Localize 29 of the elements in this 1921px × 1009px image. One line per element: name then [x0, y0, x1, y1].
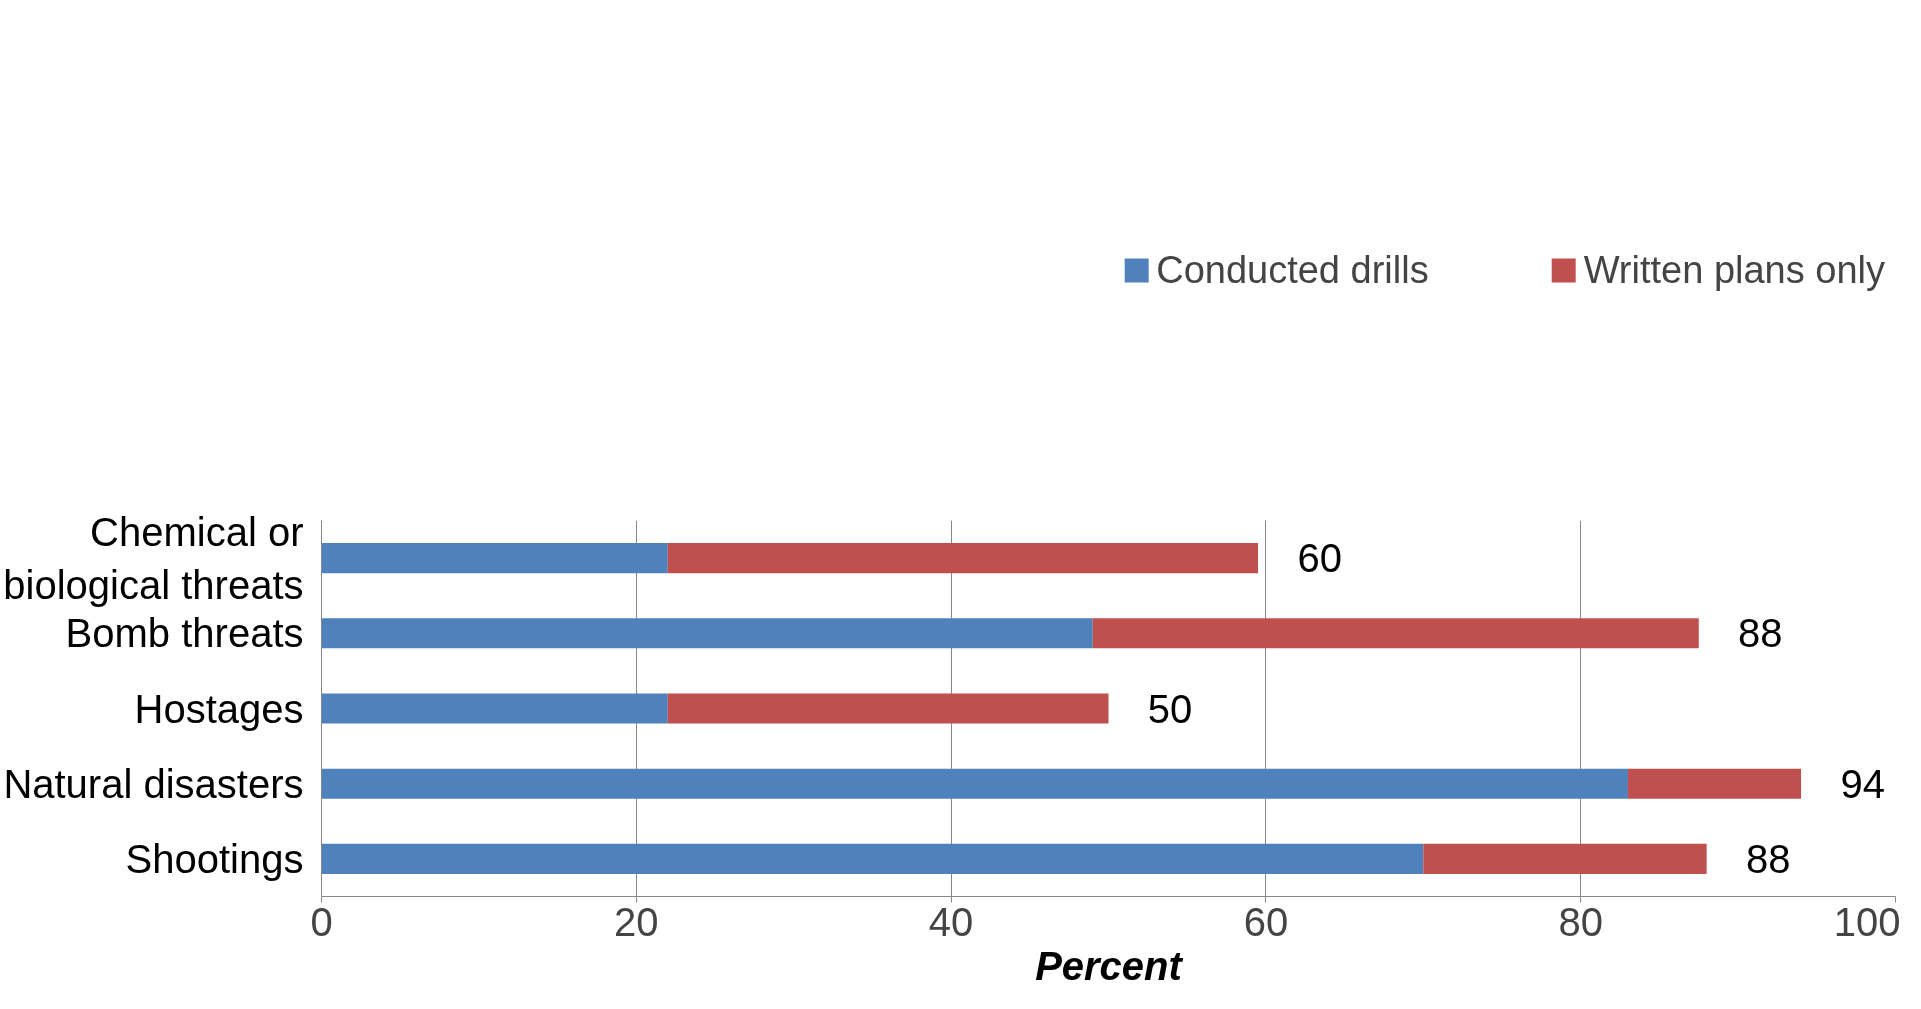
bar [321, 618, 1093, 649]
bar [321, 543, 668, 574]
x-tick-label: 0 [310, 899, 333, 944]
bar [321, 843, 1424, 874]
legend-label: Conducted drills [1156, 248, 1429, 292]
bar [1092, 618, 1699, 649]
x-tick-label: 60 [1243, 899, 1289, 944]
y-tick-label: Chemical or biological threats [3, 509, 304, 607]
y-tick-label: Natural disasters [3, 761, 304, 806]
bar [321, 768, 1628, 799]
total-label: 88 [1738, 611, 1783, 656]
legend-label: Written plans only [1583, 248, 1885, 292]
y-tick-label: Shootings [125, 836, 304, 881]
x-tick-label: 40 [928, 899, 974, 944]
x-tick-label: 100 [1833, 899, 1901, 944]
bar [321, 693, 668, 724]
y-tick-label: Hostages [134, 686, 304, 731]
total-label: 88 [1745, 836, 1791, 881]
bar [667, 693, 1109, 724]
x-tick-label: 20 [614, 899, 659, 944]
x-tick-label: 80 [1558, 899, 1603, 944]
x-axis-title: Percent [1035, 943, 1184, 988]
total-label: 60 [1297, 536, 1342, 581]
total-label: 50 [1147, 686, 1193, 731]
total-label: 94 [1840, 761, 1885, 806]
y-tick-label: Bomb threats [65, 611, 304, 656]
bar [667, 543, 1259, 574]
bar [1627, 768, 1802, 799]
bar [1423, 843, 1707, 874]
